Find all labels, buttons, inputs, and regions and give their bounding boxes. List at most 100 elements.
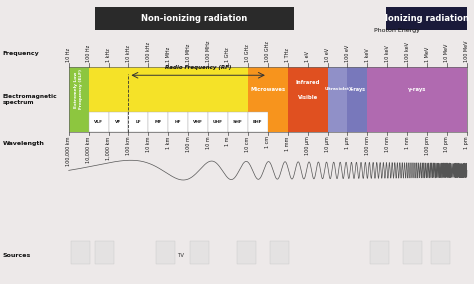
Bar [268, 67, 288, 112]
Text: Non-ionizing radiation: Non-ionizing radiation [141, 14, 247, 23]
Text: 100 kHz: 100 kHz [146, 42, 151, 62]
Bar [370, 241, 389, 264]
Text: 1 cm: 1 cm [265, 136, 270, 149]
Text: Microwaves: Microwaves [250, 87, 285, 92]
Bar [156, 241, 175, 264]
Text: 1 μm: 1 μm [345, 136, 350, 149]
Text: HF: HF [175, 120, 182, 124]
Text: 10 pm: 10 pm [445, 136, 449, 152]
Bar [328, 67, 347, 112]
Text: 100 km: 100 km [126, 136, 131, 155]
Bar [447, 112, 467, 132]
Text: Photon Energy: Photon Energy [374, 28, 420, 33]
Bar [168, 67, 188, 112]
Bar [288, 67, 308, 112]
Text: 100 keV: 100 keV [405, 43, 410, 62]
Text: Electromagnetic
spectrum: Electromagnetic spectrum [2, 94, 57, 105]
Bar [328, 112, 347, 132]
Bar [367, 112, 387, 132]
Bar [347, 112, 367, 132]
Text: VHF: VHF [193, 120, 203, 124]
Bar [89, 112, 109, 132]
Text: 1 m: 1 m [226, 136, 230, 146]
Bar [89, 67, 109, 112]
Bar [447, 67, 467, 112]
Bar [69, 67, 467, 132]
Bar [228, 67, 248, 112]
Text: Ionizing radiation: Ionizing radiation [385, 14, 468, 23]
Bar [71, 241, 90, 264]
Bar [270, 241, 289, 264]
Bar [168, 112, 188, 132]
Text: 1 keV: 1 keV [365, 49, 370, 62]
Bar [188, 112, 208, 132]
Bar [109, 67, 128, 112]
Text: 100 m: 100 m [186, 136, 191, 152]
Bar [407, 67, 427, 112]
Text: 1 MHz: 1 MHz [166, 47, 171, 62]
Bar [427, 112, 447, 132]
Text: EHF: EHF [253, 120, 263, 124]
Text: 100 MHz: 100 MHz [206, 41, 210, 62]
Bar [386, 7, 467, 30]
Text: 10 nm: 10 nm [385, 136, 390, 152]
Bar [148, 112, 168, 132]
Bar [128, 67, 148, 112]
Bar [308, 67, 328, 112]
Text: 10 km: 10 km [146, 136, 151, 152]
Text: 1 mm: 1 mm [285, 136, 290, 151]
Text: 1 kHz: 1 kHz [106, 49, 111, 62]
Text: X-rays: X-rays [349, 87, 366, 92]
Text: 1 km: 1 km [166, 136, 171, 149]
Bar [128, 112, 148, 132]
Bar [387, 67, 407, 112]
Text: 1 nm: 1 nm [405, 136, 410, 149]
Bar [407, 112, 427, 132]
Text: VLF: VLF [94, 120, 103, 124]
Text: 10 MHz: 10 MHz [186, 44, 191, 62]
Text: Ultraviolet: Ultraviolet [325, 87, 350, 91]
Text: LF: LF [136, 120, 141, 124]
Text: 10 cm: 10 cm [246, 136, 250, 152]
Bar [387, 112, 407, 132]
Text: Wavelength: Wavelength [2, 141, 44, 146]
Bar [95, 7, 294, 30]
Text: SHF: SHF [233, 120, 243, 124]
Text: 10 kHz: 10 kHz [126, 45, 131, 62]
Bar [248, 112, 268, 132]
Text: 10 MeV: 10 MeV [445, 44, 449, 62]
Text: 10 Hz: 10 Hz [66, 48, 71, 62]
Text: Visible: Visible [298, 95, 318, 101]
Bar [69, 112, 89, 132]
Text: 100 MeV: 100 MeV [465, 41, 469, 62]
Bar [148, 67, 168, 112]
Bar [248, 67, 268, 112]
Text: γ-rays: γ-rays [408, 87, 426, 92]
Text: 100 μm: 100 μm [305, 136, 310, 155]
Bar [208, 112, 228, 132]
Bar [347, 67, 367, 112]
Text: 1 eV: 1 eV [305, 51, 310, 62]
Bar [109, 112, 128, 132]
Text: 10 keV: 10 keV [385, 46, 390, 62]
Bar [268, 112, 288, 132]
Text: 10 μm: 10 μm [325, 136, 330, 152]
Bar [288, 112, 308, 132]
Text: UHF: UHF [213, 120, 223, 124]
Text: 1 pm: 1 pm [465, 136, 469, 149]
Text: TV: TV [177, 253, 183, 258]
Bar [69, 67, 89, 112]
Text: VF: VF [115, 120, 122, 124]
Text: 1 MeV: 1 MeV [425, 47, 429, 62]
Text: 1,000 km: 1,000 km [106, 136, 111, 160]
Bar [367, 67, 387, 112]
Bar [188, 67, 208, 112]
Text: 1 GHz: 1 GHz [226, 48, 230, 62]
Bar [208, 67, 228, 112]
Bar [237, 241, 256, 264]
Text: Infrared: Infrared [295, 80, 320, 85]
Bar [403, 241, 422, 264]
Bar [228, 112, 248, 132]
Text: MF: MF [155, 120, 162, 124]
Text: 100 pm: 100 pm [425, 136, 429, 155]
